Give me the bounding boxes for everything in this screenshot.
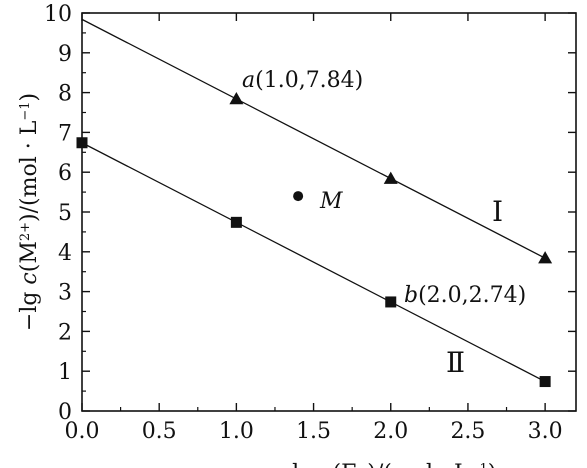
series-line-1 (81, 18, 546, 259)
tick-labels: 0.0 0.5 1.0 1.5 2.0 2.5 3.0 0 1 2 3 4 5 6 7 8 9 10 (44, 2, 563, 444)
y-tick-label: 10 (44, 2, 72, 27)
square-marker (230, 216, 242, 228)
y-tick-label: 9 (58, 42, 72, 67)
y-tick-label: 8 (58, 82, 72, 107)
series-line-2 (81, 142, 546, 383)
series-label-2: Ⅱ (446, 346, 465, 379)
annotation-a: a(1.0,7.84) (242, 68, 363, 93)
x-axis-title: −lg c(F−)/(mol · L−1) (274, 461, 497, 468)
square-marker (76, 137, 88, 149)
point-m-marker (293, 191, 304, 202)
series-lines (81, 18, 546, 383)
y-tick-label: 0 (58, 400, 72, 425)
triangle-marker (538, 251, 553, 264)
y-tick-label: 5 (58, 201, 72, 226)
axis-ticks (81, 12, 576, 412)
triangle-marker (383, 171, 398, 184)
x-tick-label: 2.5 (450, 419, 485, 444)
y-tick-label: 4 (58, 241, 72, 266)
x-tick-label: 3.0 (528, 419, 563, 444)
square-marker (385, 296, 397, 308)
x-tick-label: 0.5 (142, 419, 177, 444)
y-tick-label: 1 (58, 360, 72, 385)
y-axis-title: −lg c(M2+)/(mol · L−1) (17, 93, 42, 331)
y-tick-label: 7 (58, 121, 72, 146)
y-tick-label: 6 (58, 161, 72, 186)
x-tick-label: 2.0 (373, 419, 408, 444)
y-tick-label: 3 (58, 281, 72, 306)
series-label-1: I (492, 195, 503, 228)
x-tick-label: 0.0 (65, 419, 100, 444)
x-tick-label: 1.5 (296, 419, 331, 444)
point-m-label: M (319, 189, 343, 214)
triangle-marker (229, 91, 244, 105)
y-tick-label: 2 (58, 320, 72, 345)
annotation-b: b(2.0,2.74) (404, 283, 526, 308)
x-tick-label: 1.0 (219, 419, 254, 444)
data-markers (76, 91, 553, 388)
square-marker (539, 376, 551, 388)
